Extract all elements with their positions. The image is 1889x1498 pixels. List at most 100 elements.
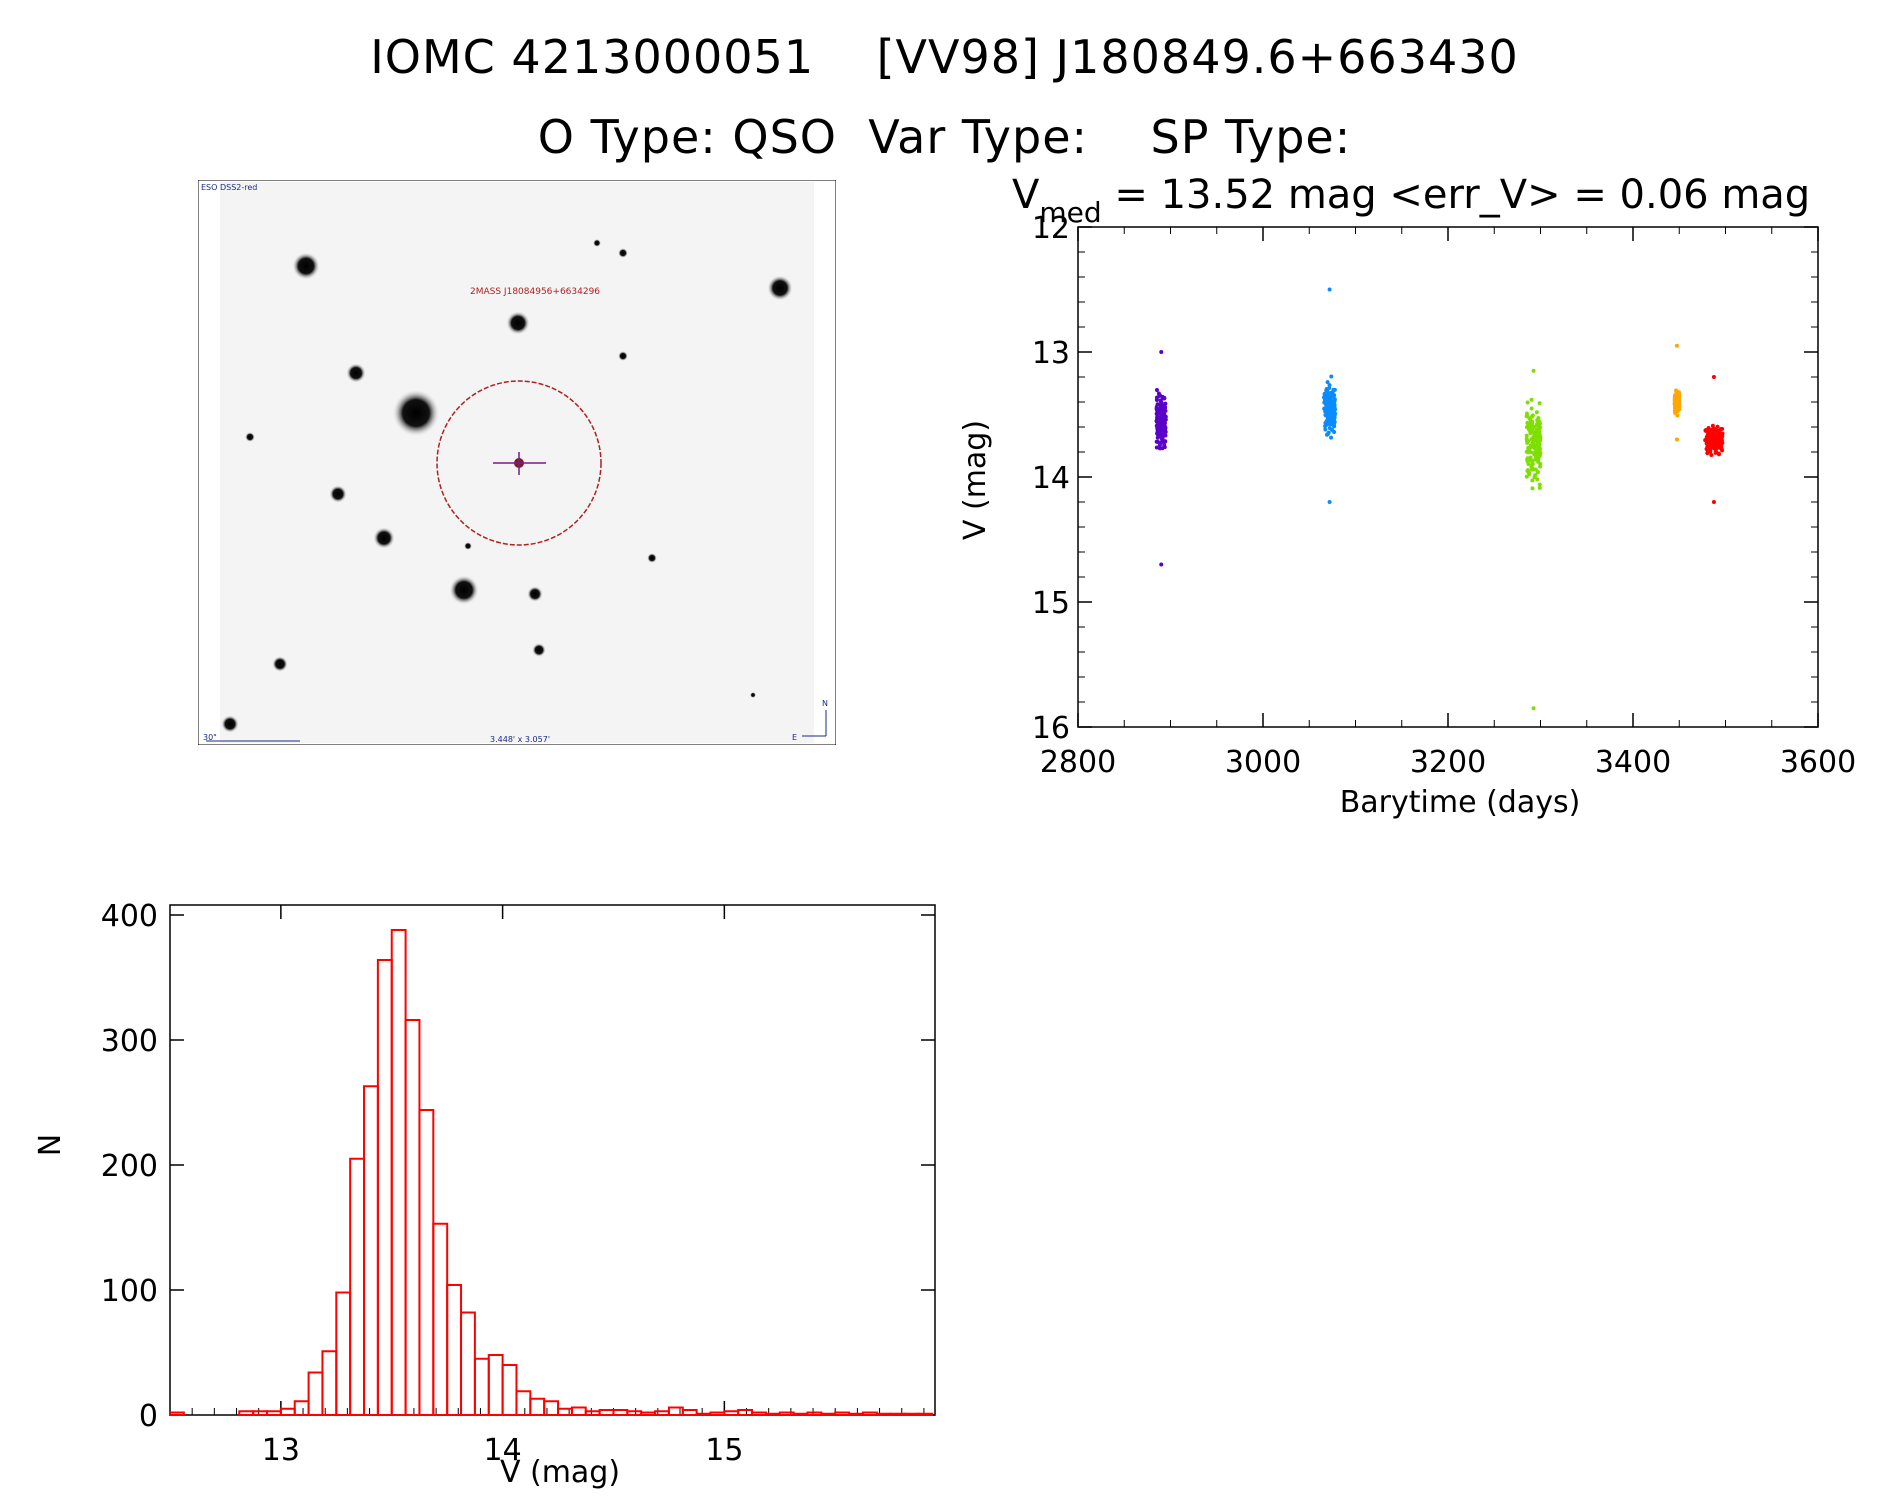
hist-bar — [861, 1411, 878, 1416]
lc-point — [1156, 424, 1161, 429]
lc-point — [1324, 396, 1329, 401]
lc-point — [1163, 430, 1168, 435]
lc-point — [1675, 413, 1680, 418]
lc-point — [1710, 423, 1715, 428]
lc-point — [1535, 477, 1540, 482]
lc-point — [1326, 430, 1331, 435]
lc-point — [1162, 415, 1167, 420]
lc-point — [1529, 458, 1534, 463]
lc-series-3 — [1524, 368, 1543, 711]
lc-point — [1536, 427, 1541, 432]
lc-point — [1709, 452, 1714, 457]
lc-point — [1329, 415, 1334, 420]
lc-point — [1524, 414, 1529, 419]
lc-point — [1333, 411, 1338, 416]
lc-point — [1324, 423, 1329, 428]
lc-point — [1330, 410, 1335, 415]
hist-bar — [737, 1409, 754, 1416]
star-field — [221, 239, 793, 733]
field-size-label: 3.448' x 3.057' — [490, 735, 550, 744]
lc-point — [1327, 400, 1332, 405]
lc-point — [1673, 406, 1678, 411]
lc-point — [1329, 390, 1334, 395]
hist-bar — [390, 929, 407, 1416]
lc-point-extreme — [1327, 287, 1332, 292]
lc-point — [1157, 446, 1162, 451]
lc-point-extreme — [1674, 437, 1679, 442]
lc-point — [1720, 448, 1725, 453]
lc-point — [1158, 433, 1163, 438]
lc-point — [1162, 396, 1167, 401]
lc-point — [1323, 413, 1328, 418]
lc-series-4 — [1672, 343, 1682, 442]
histogram-chart: 13 14 15 0 100 200 300 400 V (mag) N — [0, 860, 960, 1494]
lc-point — [1713, 449, 1718, 454]
lc-point — [1532, 450, 1537, 455]
lc-point — [1332, 424, 1337, 429]
lc-point — [1534, 410, 1539, 415]
hist-bar — [667, 1406, 684, 1416]
lc-point — [1704, 436, 1709, 441]
hist-bar — [404, 1019, 421, 1416]
lc-point — [1526, 461, 1531, 466]
lc-point — [1532, 475, 1537, 480]
hist-bar — [169, 1411, 185, 1416]
hist-x-axis-label: V (mag) — [500, 1455, 620, 1490]
lc-point — [1533, 467, 1538, 472]
hist-bar — [293, 1400, 310, 1416]
lc-plot-frame — [1077, 226, 1819, 728]
lc-y-tick-label: 15 — [1032, 586, 1070, 621]
lc-point — [1322, 400, 1327, 405]
lc-point — [1537, 482, 1542, 487]
lc-point — [1715, 428, 1720, 433]
lc-point — [1162, 405, 1167, 410]
lc-point — [1155, 431, 1160, 436]
lc-point — [1328, 396, 1333, 401]
hist-bar — [543, 1400, 560, 1416]
hist-bar — [529, 1397, 546, 1416]
lc-point — [1327, 425, 1332, 430]
lc-point — [1676, 395, 1681, 400]
lc-point — [1717, 442, 1722, 447]
hist-y-tick-label: 400 — [101, 899, 158, 934]
compass-n-label: N — [822, 699, 828, 708]
hist-y-tick-label: 0 — [139, 1399, 158, 1434]
lc-point — [1536, 416, 1541, 421]
hist-bar — [321, 1350, 338, 1416]
hist-bar — [695, 1412, 712, 1416]
object-title: IOMC 4213000051 [VV98] J180849.6+663430 — [370, 30, 1519, 84]
lc-point — [1156, 391, 1161, 396]
lc-stat-title: Vmed = 13.52 mag <err_V> = 0.06 mag — [1012, 172, 1810, 229]
lc-point — [1530, 486, 1535, 491]
lc-point — [1706, 429, 1711, 434]
lc-point — [1330, 406, 1335, 411]
lc-point — [1704, 447, 1709, 452]
finder-chart: ESO DSS2-red 2MASS J18084956+6634296 30"… — [197, 179, 837, 746]
scale-label: 30" — [203, 733, 217, 742]
lc-point — [1325, 402, 1330, 407]
lc-point — [1537, 401, 1542, 406]
hist-bar — [654, 1410, 670, 1416]
target-circle — [436, 380, 602, 546]
hist-bar — [723, 1410, 740, 1416]
lc-point — [1527, 471, 1532, 476]
lc-point — [1530, 478, 1535, 483]
lc-point — [1535, 442, 1540, 447]
lc-point — [1524, 474, 1529, 479]
lc-point-extreme — [1711, 500, 1716, 504]
lc-point — [1537, 485, 1542, 490]
lc-point — [1526, 424, 1531, 429]
hist-bar — [570, 1406, 587, 1416]
lc-point — [1530, 413, 1535, 418]
compass-e-label: E — [792, 733, 797, 742]
lc-y-tick-label: 13 — [1032, 336, 1070, 371]
hist-bar — [335, 1291, 352, 1416]
lc-point — [1529, 465, 1534, 470]
lc-point — [1528, 455, 1533, 460]
lc-point — [1708, 432, 1713, 437]
lc-point — [1712, 435, 1717, 440]
lc-point — [1158, 405, 1163, 410]
lc-point — [1162, 423, 1167, 428]
lc-point — [1324, 387, 1329, 392]
hist-bar — [349, 1157, 366, 1416]
